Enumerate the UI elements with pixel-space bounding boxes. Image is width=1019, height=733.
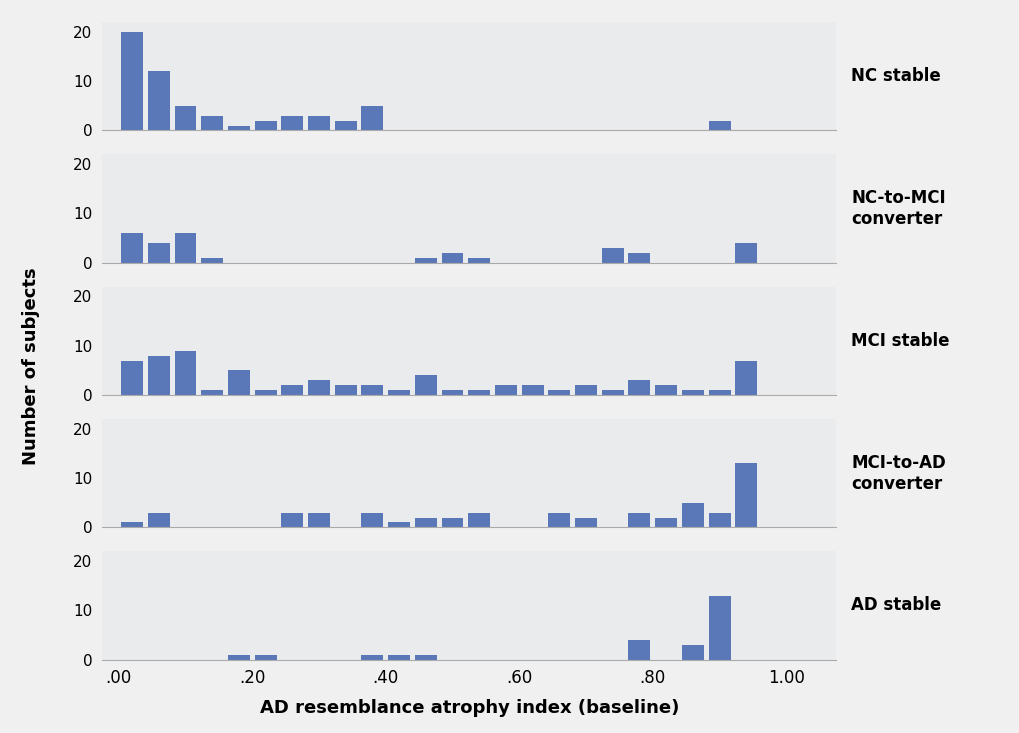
Text: AD stable: AD stable (850, 597, 941, 614)
Bar (174, 106, 197, 130)
X-axis label: AD resemblance atrophy index (baseline): AD resemblance atrophy index (baseline) (259, 699, 679, 717)
Bar (441, 253, 463, 262)
Bar (468, 512, 490, 527)
Bar (628, 640, 650, 660)
Bar (441, 517, 463, 527)
Bar (308, 512, 329, 527)
Bar (415, 517, 436, 527)
Bar (388, 390, 410, 395)
Bar (548, 512, 570, 527)
Bar (174, 350, 197, 395)
Bar (201, 390, 223, 395)
Bar (361, 106, 383, 130)
Bar (121, 523, 143, 527)
Bar (281, 116, 303, 130)
Bar (468, 258, 490, 262)
Bar (654, 386, 677, 395)
Text: NC-to-MCI
converter: NC-to-MCI converter (850, 189, 945, 228)
Bar (548, 390, 570, 395)
Bar (227, 370, 250, 395)
Text: Number of subjects: Number of subjects (21, 268, 40, 465)
Bar (735, 361, 756, 395)
Bar (201, 116, 223, 130)
Bar (334, 121, 357, 130)
Bar (361, 386, 383, 395)
Bar (308, 380, 329, 395)
Bar (708, 512, 730, 527)
Bar (334, 386, 357, 395)
Bar (415, 258, 436, 262)
Bar (682, 503, 703, 527)
Bar (415, 375, 436, 395)
Bar (308, 116, 329, 130)
Bar (708, 596, 730, 660)
Bar (201, 258, 223, 262)
Bar (361, 655, 383, 660)
Bar (654, 517, 677, 527)
Text: MCI-to-AD
converter: MCI-to-AD converter (850, 454, 945, 493)
Bar (682, 390, 703, 395)
Bar (227, 655, 250, 660)
Bar (148, 356, 169, 395)
Bar (468, 390, 490, 395)
Bar (174, 233, 197, 262)
Bar (121, 32, 143, 130)
Bar (628, 253, 650, 262)
Bar (121, 233, 143, 262)
Bar (441, 390, 463, 395)
Bar (575, 386, 596, 395)
Bar (494, 386, 517, 395)
Bar (708, 121, 730, 130)
Bar (628, 380, 650, 395)
Bar (255, 655, 276, 660)
Bar (227, 125, 250, 130)
Bar (708, 390, 730, 395)
Bar (388, 655, 410, 660)
Bar (255, 390, 276, 395)
Bar (121, 361, 143, 395)
Bar (388, 523, 410, 527)
Bar (148, 243, 169, 262)
Bar (361, 512, 383, 527)
Bar (682, 645, 703, 660)
Bar (148, 71, 169, 130)
Bar (255, 121, 276, 130)
Bar (575, 517, 596, 527)
Text: NC stable: NC stable (850, 67, 940, 85)
Bar (628, 512, 650, 527)
Bar (735, 463, 756, 527)
Bar (735, 243, 756, 262)
Bar (281, 512, 303, 527)
Bar (281, 386, 303, 395)
Bar (601, 390, 623, 395)
Bar (601, 248, 623, 262)
Bar (415, 655, 436, 660)
Bar (148, 512, 169, 527)
Text: MCI stable: MCI stable (850, 332, 949, 350)
Bar (521, 386, 543, 395)
